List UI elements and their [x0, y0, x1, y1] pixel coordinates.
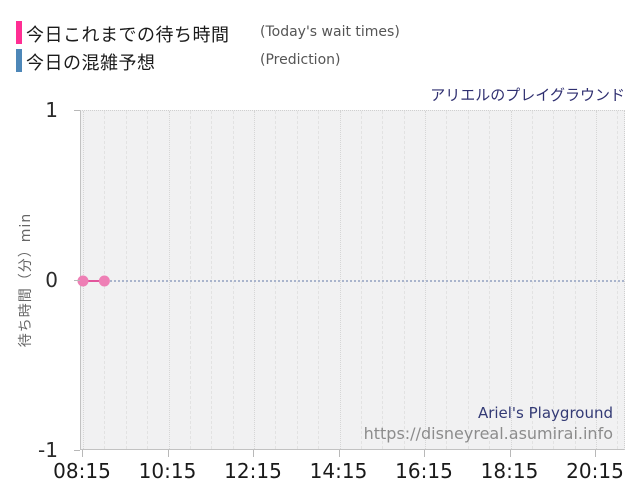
- x-tick-mark: [253, 450, 254, 457]
- x-tick-label: 20:15: [566, 459, 624, 483]
- x-tick-label: 18:15: [480, 459, 539, 483]
- y-tick-label: 0: [45, 268, 58, 292]
- x-tick-mark: [338, 450, 340, 457]
- chart-title: アリエルのプレイグラウンド: [430, 86, 625, 104]
- x-tick-mark: [509, 450, 511, 457]
- legend-prediction-label-en: (Prediction): [260, 52, 341, 68]
- y-tick-mark: [74, 450, 80, 451]
- x-tick-label: 08:15: [53, 459, 111, 483]
- watermark: Ariel's Playground https://disneyreal.as…: [364, 404, 613, 444]
- x-tick-label: 10:15: [138, 459, 197, 483]
- data-point: [98, 275, 110, 287]
- prediction-series-line: [81, 280, 624, 282]
- x-tick-label: 16:15: [395, 459, 453, 483]
- x-tick-mark: [167, 450, 169, 457]
- watermark-attraction-name: Ariel's Playground: [477, 404, 613, 422]
- y-tick-label: 1: [45, 98, 58, 122]
- x-tick-label: 12:15: [224, 459, 282, 483]
- watermark-site-url: https://disneyreal.asumirai.info: [363, 424, 613, 443]
- today-series: [77, 275, 110, 287]
- legend-today-label-jp: 今日これまでの待ち時間: [26, 25, 230, 46]
- y-tick-mark: [74, 280, 80, 281]
- x-tick-mark: [82, 450, 83, 457]
- legend-today-label-en: (Today's wait times): [260, 24, 400, 40]
- x-tick-mark: [595, 450, 596, 457]
- prediction-series-marker-icon: [16, 49, 22, 72]
- y-tick-label: -1: [38, 438, 58, 462]
- data-point: [77, 275, 89, 287]
- x-tick-mark: [424, 450, 425, 457]
- y-tick-mark: [74, 110, 80, 111]
- legend-prediction-label-jp: 今日の混雑予想: [26, 53, 156, 74]
- plot-area: [77, 110, 625, 450]
- today-series-marker-icon: [16, 21, 22, 44]
- x-tick-label: 14:15: [309, 459, 368, 483]
